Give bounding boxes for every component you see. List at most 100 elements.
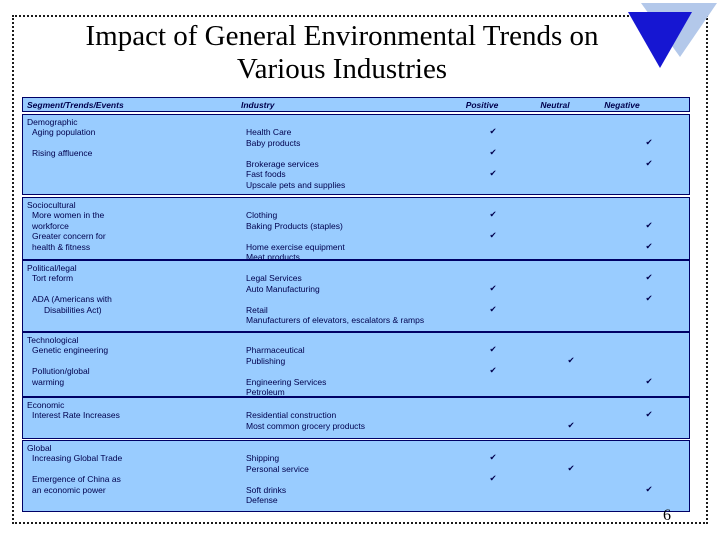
industry-label: Baking Products (staples)	[246, 220, 343, 231]
segment-header-label: Sociocultural	[27, 200, 76, 210]
segment-item-label: health & fitness	[32, 241, 91, 252]
check-icon: ✔	[645, 158, 653, 169]
segment-header-label: Political/legal	[27, 263, 77, 273]
check-icon: ✔	[645, 137, 653, 148]
table-line: Disabilities Act) Retail ✔	[23, 305, 689, 315]
table-line: More women in the Clothing ✔	[23, 210, 689, 220]
table-line: Technological	[23, 335, 689, 345]
check-icon: ✔	[645, 410, 653, 421]
industry-label: Brokerage services	[246, 158, 319, 169]
dark-triangle-icon	[628, 12, 692, 68]
table-line: Emergence of China as ✔	[23, 474, 689, 484]
check-icon: ✔	[567, 355, 575, 366]
industry-label: Health Care	[246, 127, 292, 138]
table-line: Rising affluence ✔	[23, 148, 689, 158]
table-line: workforce Baking Products (staples) ✔	[23, 221, 689, 231]
header-industry: Industry	[241, 100, 275, 110]
table-line: Increasing Global Trade Shipping ✔	[23, 453, 689, 463]
table-line: Fast foods ✔	[23, 169, 689, 179]
section-sociocultural: Sociocultural More women in the Clothing ✔ w…	[22, 197, 690, 263]
header-negative: Negative	[604, 100, 640, 110]
table-line: an economic power Soft drinks ✔	[23, 485, 689, 495]
table-line: Political/legal	[23, 263, 689, 273]
industry-label: Pharmaceutical	[246, 345, 305, 356]
table-line: Baby products ✔	[23, 138, 689, 148]
title-line-1: Impact of General Environmental Trends o…	[85, 20, 599, 52]
industry-label: Engineering Services	[246, 376, 327, 387]
check-icon: ✔	[489, 366, 497, 377]
segment-item-label: ADA (Americans with	[32, 294, 112, 305]
check-icon: ✔	[489, 169, 497, 180]
segment-item-label: Disabilities Act)	[44, 304, 102, 315]
industry-label: Petroleum	[246, 387, 285, 398]
check-icon: ✔	[489, 474, 497, 485]
slide-title: Impact of General Environmental Trends o…	[10, 20, 674, 86]
segment-header-label: Economic	[27, 400, 65, 410]
table-line: Aging population Health Care ✔	[23, 127, 689, 137]
page-number: 6	[663, 507, 671, 524]
section-global: Global Increasing Global Trade Shipping ✔ Pe…	[22, 440, 690, 512]
check-icon: ✔	[489, 345, 497, 356]
table-header-row: Segment/Trends/Events Industry Positive …	[22, 97, 690, 112]
table-line: Petroleum	[23, 387, 689, 397]
check-icon: ✔	[567, 420, 575, 431]
title-line-2: Various Industries	[236, 53, 448, 85]
segment-header-label: Technological	[27, 335, 79, 345]
industry-label: Clothing	[246, 210, 278, 221]
segment-item-label: Aging population	[32, 127, 96, 138]
check-icon: ✔	[645, 484, 653, 495]
industry-label: Auto Manufacturing	[246, 283, 320, 294]
check-icon: ✔	[489, 148, 497, 159]
industry-label: Retail	[246, 304, 268, 315]
table-line: warming Engineering Services ✔	[23, 377, 689, 387]
segment-item-label: Greater concern for	[32, 231, 106, 242]
table-line: Tort reform Legal Services ✔	[23, 273, 689, 283]
table-line: Manufacturers of elevators, escalators &…	[23, 315, 689, 325]
industry-label: Soft drinks	[246, 484, 287, 495]
check-icon: ✔	[489, 283, 497, 294]
table-line: Demographic	[23, 117, 689, 127]
table-line: Interest Rate Increases Residential const…	[23, 410, 689, 420]
section-technological: Technological Genetic engineering Pharmace…	[22, 332, 690, 397]
header-segment-trends-events: Segment/Trends/Events	[27, 100, 124, 110]
segment-item-label: Tort reform	[32, 273, 74, 284]
section-economic: Economic Interest Rate Increases Residenti…	[22, 397, 690, 439]
table-line: Pollution/global ✔	[23, 366, 689, 376]
industry-label: Meat products	[246, 252, 300, 263]
header-positive: Positive	[465, 100, 499, 110]
slide-dotted-border	[12, 15, 708, 524]
table-line: health & fitness Home exercise equipment ✔	[23, 242, 689, 252]
segment-header-label: Demographic	[27, 117, 78, 127]
segment-item-label: More women in the	[32, 210, 105, 221]
check-icon: ✔	[489, 304, 497, 315]
segment-item-label: Interest Rate Increases	[32, 410, 120, 421]
segment-item-label: Pollution/global	[32, 366, 90, 377]
check-icon: ✔	[567, 463, 575, 474]
segment-item-label: Increasing Global Trade	[32, 453, 123, 464]
check-icon: ✔	[645, 273, 653, 284]
check-icon: ✔	[645, 376, 653, 387]
segment-item-label: Emergence of China as	[32, 474, 121, 485]
table-line: Global	[23, 443, 689, 453]
check-icon: ✔	[645, 241, 653, 252]
check-icon: ✔	[489, 231, 497, 242]
industry-label: Upscale pets and supplies	[246, 179, 346, 190]
table-line: Publishing ✔	[23, 356, 689, 366]
section-political-legal: Political/legal Tort reform Legal Services…	[22, 260, 690, 332]
table-line: ADA (Americans with ✔	[23, 294, 689, 304]
table-line: Sociocultural	[23, 200, 689, 210]
segment-item-label: workforce	[32, 220, 69, 231]
segment-item-label: an economic power	[32, 484, 106, 495]
check-icon: ✔	[489, 127, 497, 138]
check-icon: ✔	[489, 453, 497, 464]
table-line: Defense	[23, 495, 689, 505]
header-neutral: Neutral	[540, 100, 570, 110]
industry-label: Home exercise equipment	[246, 241, 345, 252]
industry-label: Most common grocery products	[246, 420, 366, 431]
industry-label: Personal service	[246, 463, 309, 474]
table-line: Greater concern for ✔	[23, 231, 689, 241]
industry-label: Manufacturers of elevators, escalators &…	[246, 315, 425, 326]
segment-header-label: Global	[27, 443, 52, 453]
segment-item-label: Genetic engineering	[32, 345, 109, 356]
